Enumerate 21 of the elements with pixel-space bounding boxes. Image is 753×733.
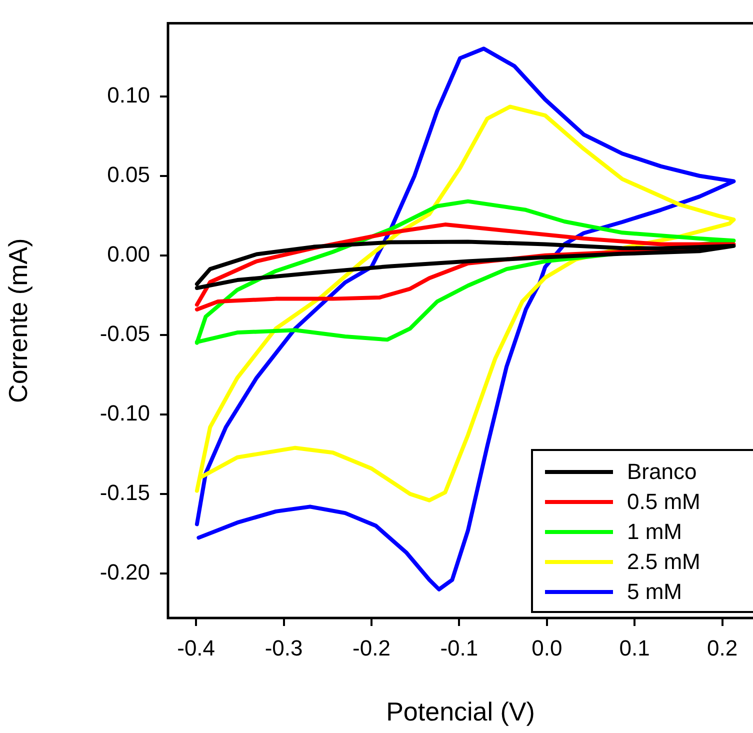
legend-label: 2.5 mM (627, 549, 700, 575)
y-tick-label: -0.10 (100, 400, 150, 426)
x-tick-label: -0.1 (440, 635, 478, 660)
x-axis-title: Potencial (V) (386, 696, 535, 727)
x-tick-label: 0.0 (532, 635, 562, 660)
y-tick-label: 0.00 (107, 241, 150, 266)
x-tick-label: -0.3 (264, 635, 303, 660)
x-tick-label: -0.4 (177, 635, 216, 660)
x-tick-label: 0.1 (619, 635, 650, 660)
legend-label: Branco (627, 459, 697, 485)
y-tick-label: 0.05 (107, 162, 150, 187)
y-tick-label: -0.15 (100, 480, 150, 506)
legend-label: 1 mM (627, 519, 682, 545)
y-axis-title: Corrente (mA) (2, 238, 33, 403)
legend-label: 0.5 mM (627, 489, 700, 515)
x-tick-label: -0.2 (352, 635, 390, 660)
y-tick-label: 0.10 (107, 82, 150, 108)
legend-label: 5 mM (627, 579, 682, 605)
y-tick-label: -0.20 (100, 560, 150, 585)
y-tick-label: -0.05 (100, 320, 150, 346)
x-tick-label: 0.2 (707, 635, 738, 660)
